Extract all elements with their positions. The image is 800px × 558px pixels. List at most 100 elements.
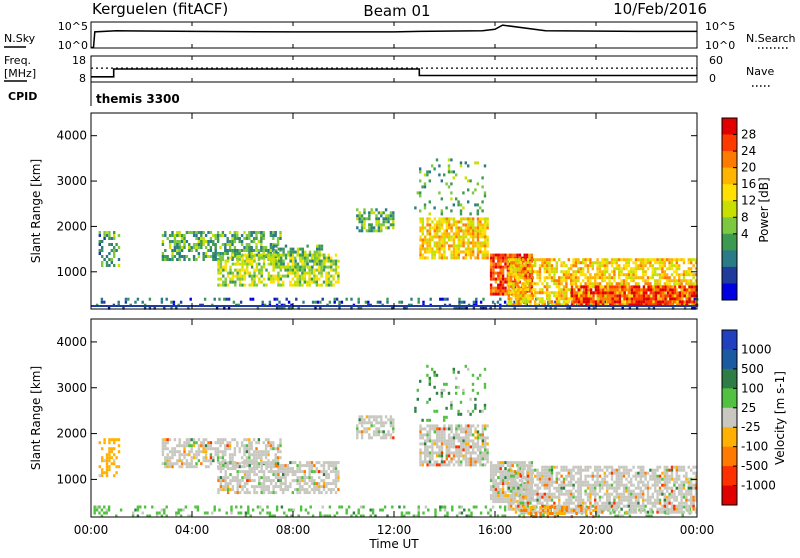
velocity-cell [403, 506, 405, 509]
velocity-cell [477, 392, 479, 395]
velocity-cell [504, 494, 506, 497]
power-cell [606, 261, 608, 264]
velocity-cell [448, 433, 450, 436]
velocity-cell [563, 484, 565, 487]
power-cell [392, 211, 394, 214]
power-cell [434, 217, 436, 220]
power-cell [508, 294, 510, 297]
power-cell [318, 257, 320, 260]
power-cell [539, 279, 541, 282]
power-cell [510, 258, 512, 261]
velocity-cell [484, 454, 486, 457]
power-cell [337, 275, 339, 278]
power-cell [541, 261, 543, 264]
velocity-cell [330, 488, 332, 491]
power-cell [392, 220, 394, 223]
station-title: Kerguelen (fitACF) [92, 0, 228, 18]
power-cell [215, 243, 217, 246]
power-cell [510, 267, 512, 270]
velocity-cell [229, 482, 231, 485]
velocity-cell [137, 509, 139, 512]
power-cell [332, 263, 334, 266]
power-cell [618, 267, 620, 270]
power-cell [612, 297, 614, 300]
velocity-cell [438, 430, 440, 433]
velocity-cell [167, 447, 169, 450]
power-cell [162, 258, 164, 261]
power-cell [527, 267, 529, 270]
power-cell [299, 284, 301, 287]
power-cell [660, 294, 662, 297]
velocity-cell [500, 464, 502, 467]
power-cell [589, 264, 591, 267]
velocity-cell [249, 479, 251, 482]
power-cell [101, 255, 103, 258]
velocity-cell [544, 493, 546, 496]
power-cell [272, 269, 274, 272]
velocity-cell [443, 433, 445, 436]
power-cell [636, 300, 638, 303]
velocity-cell [337, 473, 339, 476]
power-cell [183, 258, 185, 261]
power-cell [613, 270, 615, 273]
velocity-cell [455, 392, 457, 395]
power-cell [644, 264, 646, 267]
power-cell [368, 223, 370, 226]
velocity-cell [492, 500, 494, 503]
power-cell [431, 250, 433, 253]
velocity-cell [255, 450, 257, 453]
power-cell [536, 276, 538, 279]
power-cell [251, 278, 253, 281]
power-cell [239, 275, 241, 278]
velocity-cell [306, 476, 308, 479]
velocity-cell [490, 479, 492, 482]
power-cell [683, 258, 685, 261]
power-cell [596, 270, 598, 273]
velocity-cell [429, 377, 431, 380]
velocity-cell [144, 506, 146, 509]
power-cell [470, 229, 472, 232]
velocity-cell [541, 493, 543, 496]
power-cell [495, 266, 497, 269]
velocity-cell [450, 451, 452, 454]
velocity-cell [275, 470, 277, 473]
velocity-cell [467, 442, 469, 445]
power-cell [368, 226, 370, 229]
power-cell [275, 245, 277, 248]
velocity-cell [356, 433, 358, 436]
power-cell [596, 297, 598, 300]
velocity-cell [313, 482, 315, 485]
velocity-cell [551, 475, 553, 478]
velocity-cell [341, 506, 343, 509]
power-cell [426, 247, 428, 250]
power-cell [193, 234, 195, 237]
velocity-cell [390, 421, 392, 424]
velocity-cell [234, 438, 236, 441]
power-cell [422, 244, 424, 247]
velocity-cell [258, 476, 260, 479]
power-cell [467, 250, 469, 253]
power-cell [624, 297, 626, 300]
power-cell [249, 263, 251, 266]
power-cell [180, 301, 182, 304]
velocity-cell [106, 453, 108, 456]
velocity-cell [268, 491, 270, 494]
velocity-cell [560, 466, 562, 469]
power-cell [633, 297, 635, 300]
power-cell [325, 281, 327, 284]
velocity-cell [260, 453, 262, 456]
velocity-cell [195, 450, 197, 453]
power-cell [460, 250, 462, 253]
power-cell [497, 254, 499, 257]
power-cell [436, 244, 438, 247]
power-cell [618, 258, 620, 261]
velocity-cell [546, 475, 548, 478]
power-cell [595, 288, 597, 291]
velocity-cell [207, 441, 209, 444]
power-cell [477, 226, 479, 229]
velocity-cell [179, 438, 181, 441]
velocity-cell [163, 509, 165, 512]
velocity-cell [179, 456, 181, 459]
power-cell [231, 237, 233, 240]
velocity-cell [536, 472, 538, 475]
